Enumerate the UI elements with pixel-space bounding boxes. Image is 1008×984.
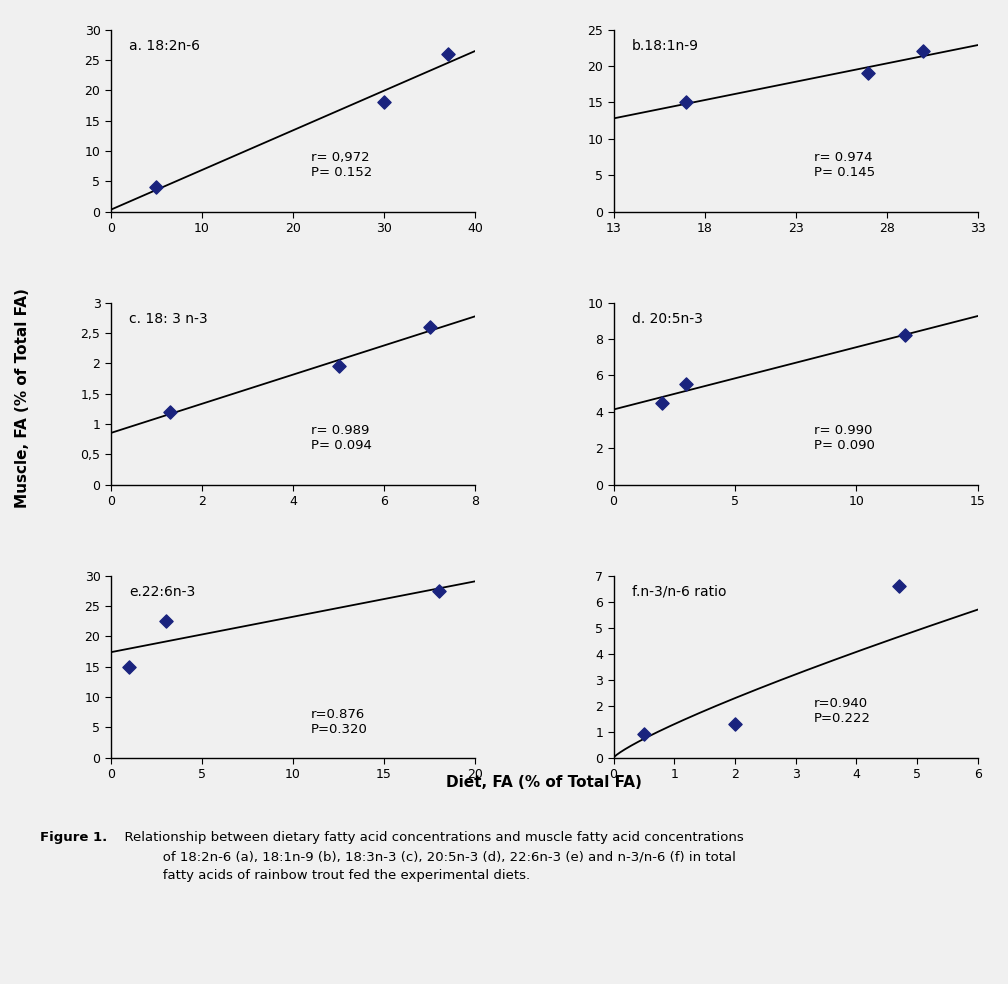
Text: Figure 1.: Figure 1. — [40, 831, 108, 844]
Point — [439, 46, 456, 62]
Text: d. 20:5n-3: d. 20:5n-3 — [632, 312, 703, 326]
Point — [897, 328, 913, 343]
Text: r= 0.974
P= 0.145: r= 0.974 P= 0.145 — [813, 151, 875, 179]
Text: Muscle, FA (% of Total FA): Muscle, FA (% of Total FA) — [15, 288, 29, 509]
Point — [654, 395, 670, 410]
Text: r= 0.989
P= 0.094: r= 0.989 P= 0.094 — [311, 424, 372, 452]
Text: c. 18: 3 n-3: c. 18: 3 n-3 — [129, 312, 208, 326]
Text: b.18:1n-9: b.18:1n-9 — [632, 38, 699, 52]
Point — [891, 579, 907, 594]
Point — [861, 65, 877, 81]
Text: r=0.876
P=0.320: r=0.876 P=0.320 — [311, 707, 368, 736]
Point — [678, 377, 695, 393]
Point — [430, 583, 447, 598]
Point — [915, 43, 931, 59]
Text: r=0.940
P=0.222: r=0.940 P=0.222 — [813, 697, 871, 725]
Text: Relationship between dietary fatty acid concentrations and muscle fatty acid con: Relationship between dietary fatty acid … — [116, 831, 744, 883]
Text: e.22:6n-3: e.22:6n-3 — [129, 584, 196, 598]
Point — [636, 726, 652, 742]
Text: r= 0.990
P= 0.090: r= 0.990 P= 0.090 — [813, 424, 875, 452]
Text: a. 18:2n-6: a. 18:2n-6 — [129, 38, 201, 52]
Point — [157, 613, 173, 629]
Text: r= 0,972
P= 0.152: r= 0,972 P= 0.152 — [311, 151, 373, 179]
Point — [727, 716, 743, 732]
Point — [148, 179, 164, 195]
Point — [121, 659, 137, 675]
Text: f.n-3/n-6 ratio: f.n-3/n-6 ratio — [632, 584, 726, 598]
Point — [421, 319, 437, 335]
Point — [331, 358, 347, 374]
Point — [162, 403, 178, 419]
Text: Diet, FA (% of Total FA): Diet, FA (% of Total FA) — [447, 774, 642, 790]
Point — [678, 94, 695, 110]
Point — [376, 94, 392, 110]
